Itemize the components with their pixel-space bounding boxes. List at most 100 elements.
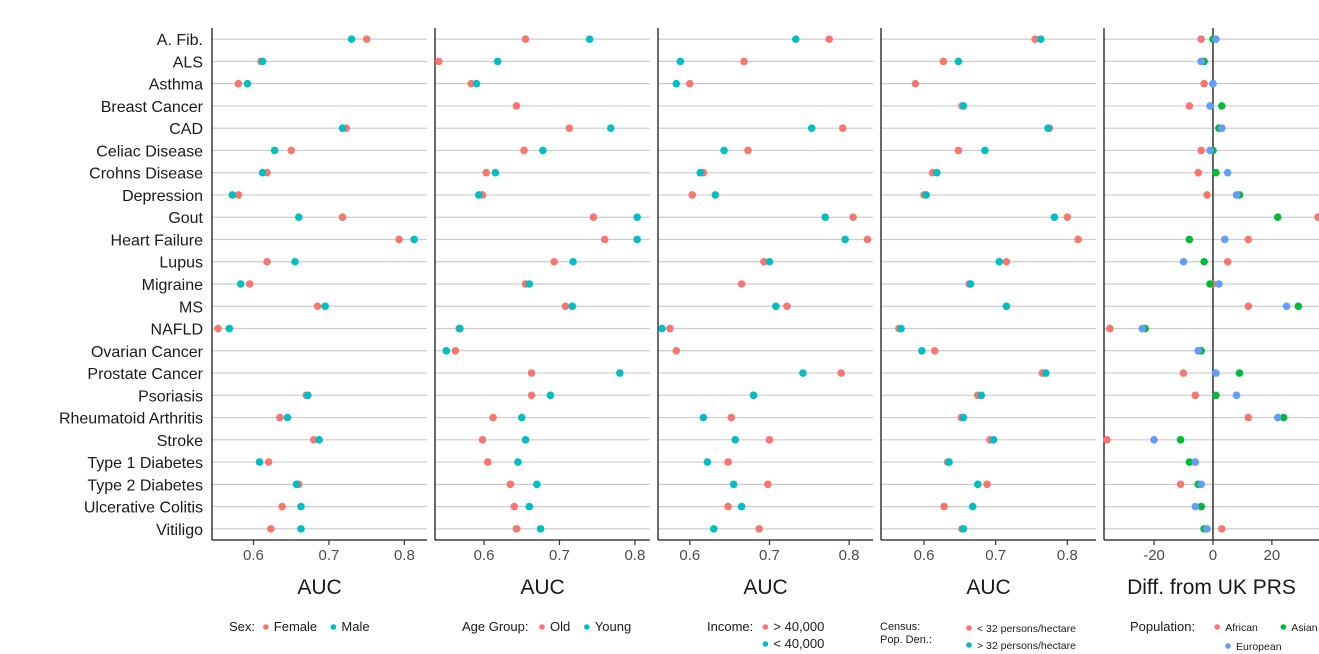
point-40-000-nafld [658, 324, 666, 333]
point-old-cad [565, 124, 574, 132]
legend-key-european [1225, 643, 1231, 649]
point-32-persons-hectare-type-2-diabetes [983, 480, 991, 489]
point-female-asthma [234, 79, 243, 88]
point-young-depression [474, 191, 483, 199]
x-tick-label: 0.6 [679, 547, 700, 564]
point-32-persons-hectare-ms [1002, 302, 1011, 311]
point-32-persons-hectare-rheumatoid-arthritis [959, 413, 968, 422]
legend-key-32-persons-hectare [966, 625, 972, 631]
point-african-lupus [1223, 257, 1232, 266]
point-european-psoriasis [1232, 391, 1241, 400]
legend-key-asian [1280, 624, 1287, 630]
point-african-psoriasis [1191, 391, 1200, 400]
x-tick-label: 20 [1264, 547, 1281, 564]
point-32-persons-hectare-ulcerative-colitis [940, 502, 948, 511]
category-label-stroke: Stroke [157, 433, 203, 450]
point-african-ms [1244, 302, 1253, 311]
point-asian-rheumatoid-arthritis [1279, 413, 1288, 422]
point-40-000-prostate-cancer [799, 369, 807, 377]
point-female-nafld [214, 324, 222, 333]
point-european-nafld [1138, 324, 1147, 333]
point-old-vitiligo [512, 525, 521, 533]
point-african-heart-failure [1244, 235, 1253, 244]
point-asian-ms [1294, 302, 1303, 311]
point-male-celiac-disease [270, 146, 279, 155]
point-young-type-1-diabetes [514, 458, 522, 466]
category-label-ulcerative-colitis: Ulcerative Colitis [84, 500, 203, 517]
point-european-ovarian-cancer [1194, 346, 1203, 355]
point-32-persons-hectare-nafld [897, 324, 905, 333]
legend-key-32-persons-hectare [966, 642, 972, 648]
point-european-cad [1218, 124, 1226, 132]
point-young-celiac-disease [539, 146, 547, 155]
point-old-psoriasis [527, 391, 536, 400]
point-male-asthma [243, 79, 252, 88]
point-male-als [258, 57, 267, 66]
legend-title: Income: [707, 619, 753, 634]
point-asian-lupus [1200, 257, 1208, 266]
x-tick-label: 0.7 [759, 547, 780, 564]
x-tick-label: 0.7 [549, 547, 570, 564]
point-40-000-prostate-cancer [837, 369, 845, 377]
point-young-crohns-disease [491, 168, 500, 177]
point-32-persons-hectare-psoriasis [977, 391, 986, 400]
point-female-stroke [310, 436, 318, 444]
point-32-persons-hectare-depression [922, 191, 930, 199]
point-old-a-fib [521, 35, 530, 43]
x-tick-label: 0.8 [839, 547, 860, 564]
legend-key-40-000 [762, 641, 769, 647]
legend-label-female: Female [274, 619, 317, 634]
point-40-000-stroke [731, 436, 740, 444]
x-axis-title: AUC [743, 576, 787, 599]
point-male-ulcerative-colitis [297, 502, 305, 511]
legend-key-old [539, 624, 545, 630]
point-40-000-heart-failure [863, 235, 872, 244]
point-40-000-celiac-disease [720, 146, 728, 155]
point-african-prostate-cancer [1179, 369, 1188, 377]
x-tick-label: 0.6 [914, 547, 935, 564]
category-label-migraine: Migraine [142, 277, 203, 294]
point-40-000-depression [711, 191, 720, 199]
point-40-000-lupus [760, 257, 768, 266]
x-tick-label: 0.8 [624, 547, 645, 564]
point-40-000-als [676, 57, 685, 66]
x-tick-label: -20 [1143, 547, 1165, 564]
point-european-a-fib [1212, 35, 1220, 43]
point-european-type-2-diabetes [1197, 480, 1205, 489]
point-32-persons-hectare-crohns-disease [933, 168, 941, 177]
point-african-nafld [1106, 324, 1114, 333]
point-40-000-type-2-diabetes [764, 480, 772, 489]
legend-title: Pop. Den.: [880, 634, 932, 646]
legend-label-african: African [1225, 622, 1258, 634]
point-40-000-a-fib [825, 35, 834, 43]
point-african-vitiligo [1218, 525, 1226, 533]
point-young-cad [606, 124, 615, 132]
category-label-prostate-cancer: Prostate Cancer [87, 366, 203, 383]
point-european-asthma [1209, 79, 1217, 88]
legend-key-male [330, 624, 337, 630]
point-female-vitiligo [267, 525, 275, 533]
x-axis-title: AUC [966, 576, 1010, 599]
point-african-rheumatoid-arthritis [1244, 413, 1253, 422]
point-40-000-nafld [666, 324, 674, 333]
x-tick-label: 0.6 [243, 547, 264, 564]
category-label-gout: Gout [168, 210, 203, 227]
point-asian-heart-failure [1185, 235, 1194, 244]
point-40-000-vitiligo [755, 525, 763, 533]
point-male-type-1-diabetes [255, 458, 264, 466]
point-40-000-gout [849, 213, 857, 222]
category-label-depression: Depression [122, 188, 203, 205]
legend-label-male: Male [341, 619, 369, 634]
point-male-vitiligo [297, 525, 305, 533]
point-32-persons-hectare-a-fib [1037, 35, 1045, 43]
category-label-vitiligo: Vitiligo [156, 522, 203, 539]
point-young-ulcerative-colitis [525, 502, 534, 511]
category-label-asthma: Asthma [149, 77, 203, 94]
point-40-000-ulcerative-colitis [737, 502, 746, 511]
point-32-persons-hectare-als [954, 57, 963, 66]
point-male-heart-failure [410, 235, 418, 244]
point-32-persons-hectare-breast-cancer [959, 102, 968, 110]
point-asian-ulcerative-colitis [1197, 502, 1205, 511]
point-40-000-rheumatoid-arthritis [699, 413, 708, 422]
point-young-psoriasis [546, 391, 555, 400]
